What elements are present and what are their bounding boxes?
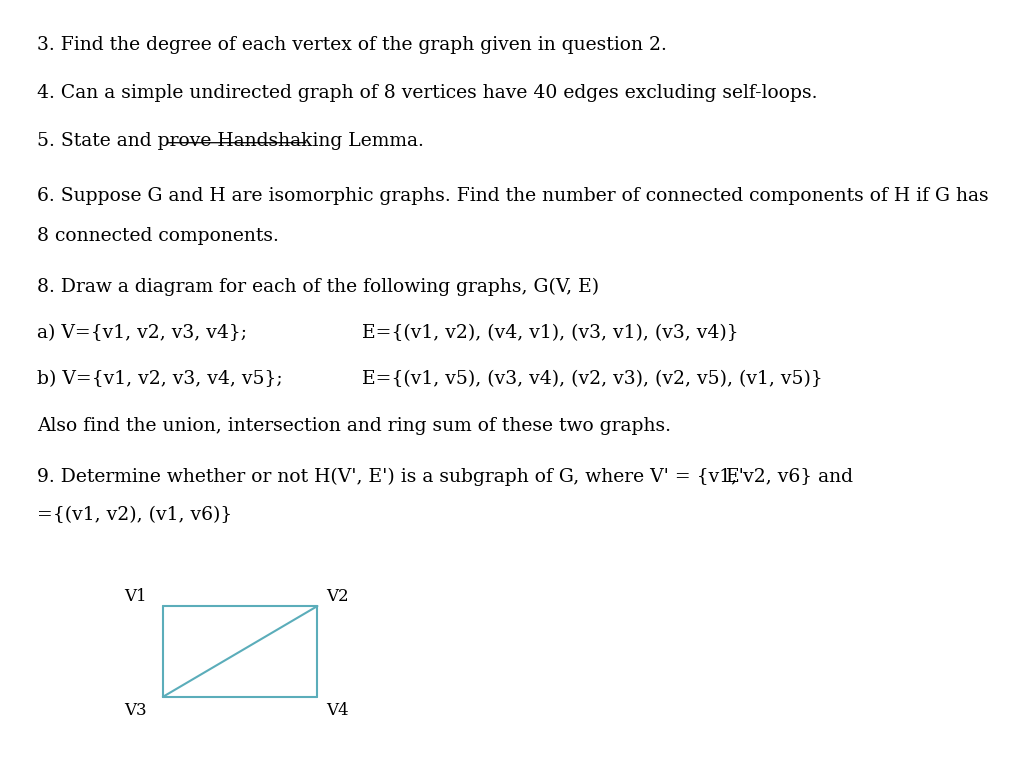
Text: 5. State and prove Handshaking Lemma.: 5. State and prove Handshaking Lemma.: [37, 132, 424, 150]
Text: 8. Draw a diagram for each of the following graphs, G(V, E): 8. Draw a diagram for each of the follow…: [37, 279, 599, 296]
Text: 6. Suppose G and H are isomorphic graphs. Find the number of connected component: 6. Suppose G and H are isomorphic graphs…: [37, 187, 989, 205]
Text: b) V={v1, v2, v3, v4, v5};: b) V={v1, v2, v3, v4, v5};: [37, 370, 283, 388]
Text: ={(v1, v2), (v1, v6)}: ={(v1, v2), (v1, v6)}: [37, 506, 232, 524]
Text: E={(v1, v5), (v3, v4), (v2, v3), (v2, v5), (v1, v5)}: E={(v1, v5), (v3, v4), (v2, v3), (v2, v5…: [362, 370, 823, 388]
Text: 3. Find the degree of each vertex of the graph given in question 2.: 3. Find the degree of each vertex of the…: [37, 37, 666, 54]
Text: Also find the union, intersection and ring sum of these two graphs.: Also find the union, intersection and ri…: [37, 417, 671, 435]
Text: V4: V4: [326, 703, 349, 719]
Text: a) V={v1, v2, v3, v4};: a) V={v1, v2, v3, v4};: [37, 324, 247, 342]
Text: E': E': [726, 468, 744, 485]
Text: 4. Can a simple undirected graph of 8 vertices have 40 edges excluding self-loop: 4. Can a simple undirected graph of 8 ve…: [37, 84, 818, 102]
Text: V1: V1: [124, 587, 146, 605]
Text: V2: V2: [326, 587, 349, 605]
Text: 8 connected components.: 8 connected components.: [37, 227, 279, 245]
Text: E={(v1, v2), (v4, v1), (v3, v1), (v3, v4)}: E={(v1, v2), (v4, v1), (v3, v1), (v3, v4…: [362, 324, 738, 342]
Text: 9. Determine whether or not H(V', E') is a subgraph of G, where V' = {v1, v2, v6: 9. Determine whether or not H(V', E') is…: [37, 468, 852, 485]
Text: V3: V3: [124, 703, 146, 719]
